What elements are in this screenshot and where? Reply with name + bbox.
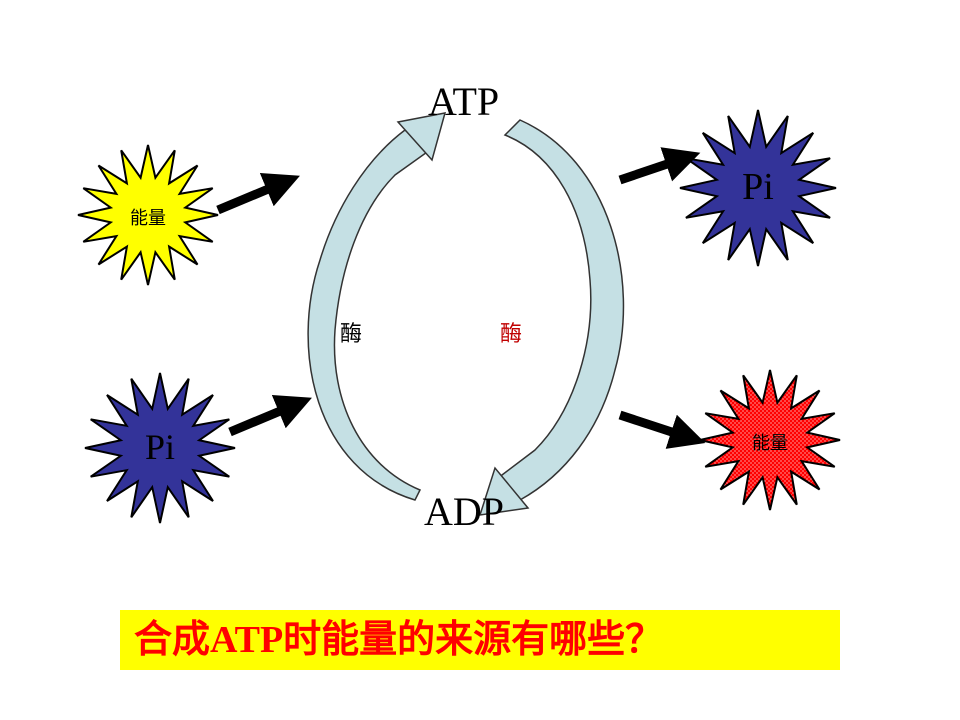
cycle-arrow-right <box>498 120 623 500</box>
pi-in-label: Pi <box>100 426 220 468</box>
atp-label: ATP <box>428 78 499 125</box>
energy-in-label: 能量 <box>88 204 208 230</box>
cycle-arrow-left <box>308 130 430 500</box>
question-banner: 合成ATP时能量的来源有哪些？ <box>120 610 840 670</box>
enzyme-right-label: 酶 <box>500 316 522 348</box>
energy-out-label: 能量 <box>710 429 830 455</box>
adp-label: ADP <box>424 488 504 535</box>
enzyme-left-label: 酶 <box>340 316 362 348</box>
pi-out-label: Pi <box>698 165 818 209</box>
